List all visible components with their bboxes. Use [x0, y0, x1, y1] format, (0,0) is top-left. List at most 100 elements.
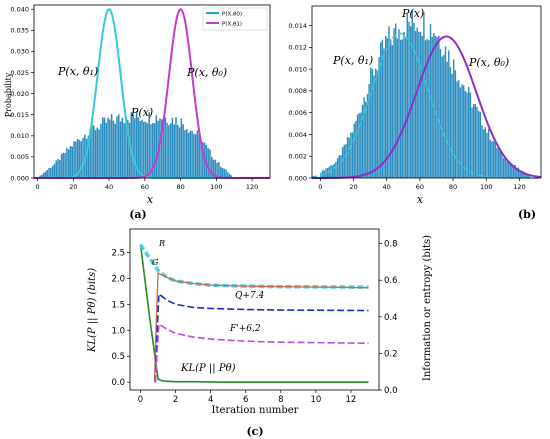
panel-c-annotation-R: R — [158, 239, 165, 248]
histogram-bar — [200, 143, 202, 178]
histogram-bar — [526, 174, 528, 178]
histogram-bar — [148, 112, 150, 178]
histogram-bar — [477, 110, 480, 178]
histogram-bar — [114, 123, 116, 178]
histogram-bar — [194, 134, 197, 178]
histogram-bar — [71, 146, 74, 178]
histogram-bar — [41, 174, 43, 178]
histogram-bar — [75, 141, 77, 178]
histogram-bar — [341, 147, 344, 178]
histogram-bar — [494, 141, 496, 178]
histogram-bar — [499, 150, 501, 178]
histogram-bar — [458, 80, 460, 178]
histogram-bar — [524, 173, 526, 178]
histogram-bar — [453, 59, 455, 178]
legend-label-theta1: P(X,θ1) — [222, 22, 242, 28]
histogram-bar — [185, 129, 188, 178]
histogram-bar — [123, 122, 125, 178]
histogram-bar — [93, 125, 95, 178]
histogram-bar — [509, 162, 511, 178]
x-tick-label: 8 — [278, 395, 283, 405]
series-line-q — [154, 292, 369, 383]
histogram-bar — [411, 9, 413, 178]
histogram-bar — [459, 87, 462, 178]
histogram-bar — [434, 36, 437, 178]
histogram-bar — [164, 117, 167, 178]
histogram-bar — [350, 132, 352, 178]
panel-a-x-ticks: 0 20 40 60 80 100 120 — [36, 178, 258, 191]
x-tick-label: 80 — [176, 183, 184, 191]
histogram-bar — [375, 68, 377, 178]
histogram-bar — [155, 115, 158, 178]
histogram-bar — [202, 141, 204, 178]
histogram-bar — [436, 36, 438, 179]
histogram-bar — [474, 104, 477, 178]
histogram-bar — [101, 117, 104, 178]
histogram-bar — [73, 141, 75, 178]
y-right-tick-label: 0.0 — [384, 386, 398, 396]
histogram-bar — [107, 117, 109, 178]
histogram-bar — [414, 30, 417, 179]
histogram-bar — [69, 145, 72, 178]
histogram-bar — [451, 73, 453, 178]
histogram-bar — [398, 29, 400, 178]
x-tick-label: 80 — [449, 183, 457, 191]
panel-c-frame — [129, 228, 380, 391]
histogram-bar — [504, 157, 506, 178]
histogram-bar — [42, 172, 45, 178]
histogram-bar — [429, 23, 432, 178]
histogram-bar — [502, 158, 505, 178]
histogram-bar — [130, 112, 133, 178]
histogram-bar — [479, 111, 482, 178]
histogram-bar — [168, 125, 170, 178]
histogram-bar — [85, 138, 88, 178]
x-tick-label: 100 — [480, 183, 492, 191]
histogram-bar — [336, 158, 339, 178]
histogram-bar — [96, 127, 99, 178]
y-tick-label: 0.030 — [10, 48, 29, 56]
y-tick-label: 0.035 — [10, 27, 29, 35]
histogram-bar — [463, 85, 465, 178]
histogram-bar — [94, 130, 97, 178]
y-tick-label: 0.000 — [10, 174, 29, 182]
histogram-bar — [454, 70, 457, 178]
histogram-bar — [128, 122, 131, 178]
panel-c-annotation-G: G — [152, 258, 159, 267]
histogram-bar — [198, 133, 200, 178]
histogram-bar — [418, 31, 420, 178]
histogram-bar — [444, 46, 447, 179]
histogram-bar — [78, 139, 81, 178]
panel-c-x-ticks: 0 2 4 6 8 10 12 — [138, 390, 357, 405]
y-tick-label: 0.010 — [10, 132, 29, 140]
histogram-bar — [227, 172, 229, 178]
histogram-bar — [343, 144, 345, 178]
panel-b-annotation-theta1: P(x, θ₁) — [332, 54, 373, 67]
histogram-bar — [512, 164, 515, 178]
histogram-bar — [223, 168, 226, 178]
histogram-bar — [401, 39, 404, 178]
histogram-bar — [484, 127, 486, 178]
histogram-bar — [497, 148, 500, 178]
histogram-bar — [446, 61, 448, 178]
histogram-bar — [393, 28, 395, 179]
histogram-bar — [353, 123, 355, 178]
histogram-bar — [51, 165, 54, 178]
histogram-bar — [376, 70, 379, 178]
histogram-bar — [91, 123, 93, 178]
histogram-bar — [517, 167, 520, 178]
y-right-tick-label: 0.8 — [384, 240, 398, 250]
histogram-bar — [356, 114, 359, 178]
histogram-bar — [486, 132, 488, 178]
histogram-bar — [423, 12, 425, 179]
x-tick-label: 20 — [69, 183, 77, 191]
histogram-bar — [109, 119, 111, 178]
panel-c-plot-area — [139, 243, 369, 384]
y-tick-label: 0.040 — [10, 6, 29, 14]
x-tick-label: 12 — [346, 395, 357, 405]
histogram-bar — [378, 57, 380, 178]
y-right-tick-label: 0.4 — [384, 313, 398, 323]
histogram-bar — [193, 133, 195, 178]
histogram-bar — [380, 42, 382, 179]
histogram-bar — [207, 147, 209, 178]
histogram-bar — [373, 75, 375, 178]
